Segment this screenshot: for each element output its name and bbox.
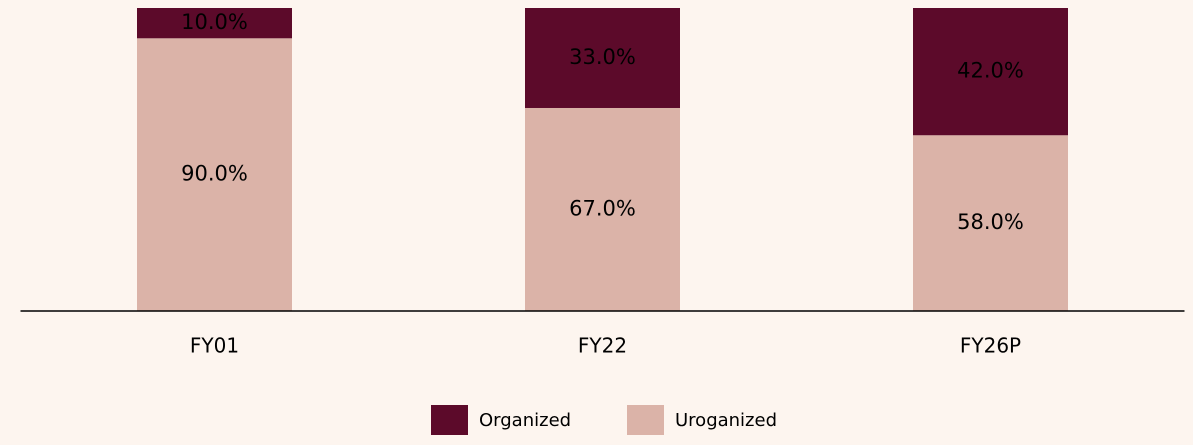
value-label: 90.0% [181,162,248,186]
value-label: 10.0% [181,10,248,34]
x-tick-label: FY26P [960,334,1021,358]
legend-label: Organized [479,410,571,431]
bar-segment [913,135,1068,311]
value-label: 33.0% [569,45,636,69]
x-tick-label: FY22 [578,334,627,358]
legend-swatch [627,405,664,435]
bar-segment [525,8,680,108]
bar-segment [137,8,292,39]
value-label: 67.0% [569,196,636,220]
bar-segment [913,8,1068,136]
x-tick-label: FY01 [190,334,239,358]
legend-label: Uroganized [675,410,777,431]
legend-swatch [431,405,468,435]
value-label: 58.0% [957,210,1024,234]
bar-segment [137,38,292,312]
value-label: 42.0% [957,59,1024,83]
bar-segment [525,107,680,312]
